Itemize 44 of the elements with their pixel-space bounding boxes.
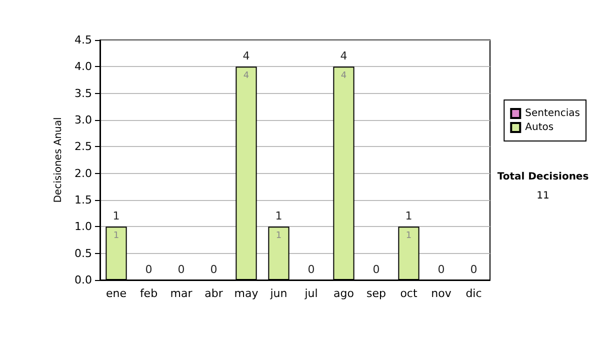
x-tick-label: ene xyxy=(106,287,127,300)
data-label: 4 xyxy=(340,71,347,82)
x-tick-label: abr xyxy=(204,287,224,300)
y-tick-label: 3.0 xyxy=(74,114,92,126)
y-tick-label: 1.0 xyxy=(74,220,92,234)
text: Total Decisiones xyxy=(497,172,589,182)
x-tick-label: jun xyxy=(269,287,288,300)
y-tick-label: 4.0 xyxy=(74,60,92,74)
data-label: 4 xyxy=(243,71,250,82)
total-label: 0 xyxy=(438,263,445,276)
x-tick-label: may xyxy=(234,287,259,300)
y-tick-label: 4.5 xyxy=(74,34,92,46)
total-label: 4 xyxy=(242,50,250,63)
total-label: 1 xyxy=(112,210,120,223)
y-tick-label: 2.5 xyxy=(74,140,92,154)
total-label: 1 xyxy=(405,210,412,223)
data-label: 1 xyxy=(406,231,412,242)
x-tick-label: feb xyxy=(140,287,158,300)
y-tick-label: 2.0 xyxy=(74,166,92,180)
data-label: 1 xyxy=(113,231,120,242)
y-tick-label: 3.5 xyxy=(74,86,92,100)
data-label: 1 xyxy=(276,231,282,242)
x-tick-label: oct xyxy=(400,287,418,300)
total-label: 0 xyxy=(210,263,218,276)
text: 11 xyxy=(536,190,550,202)
x-tick-label: ago xyxy=(334,287,354,300)
x-tick-label: nov xyxy=(431,287,452,300)
y-axis-title: Decisiones Anual xyxy=(53,117,64,203)
total-label: 1 xyxy=(275,210,282,223)
total-label: 0 xyxy=(372,263,380,276)
total-label: 0 xyxy=(470,263,478,276)
x-tick-label: dic xyxy=(466,287,482,300)
x-tick-label: sep xyxy=(366,287,386,300)
total-label: 0 xyxy=(178,263,185,276)
total-label: 4 xyxy=(340,50,348,63)
x-tick-label: mar xyxy=(170,287,193,300)
legend-label: Autos xyxy=(525,122,554,133)
y-tick-label: 1.5 xyxy=(74,194,92,206)
legend-label: Sentencias xyxy=(525,108,580,119)
y-tick-label: 0.0 xyxy=(74,274,92,286)
total-label: 0 xyxy=(308,263,315,276)
x-tick-label: jul xyxy=(304,287,318,300)
total-label: 0 xyxy=(145,263,152,276)
y-tick-label: 0.5 xyxy=(74,246,92,260)
